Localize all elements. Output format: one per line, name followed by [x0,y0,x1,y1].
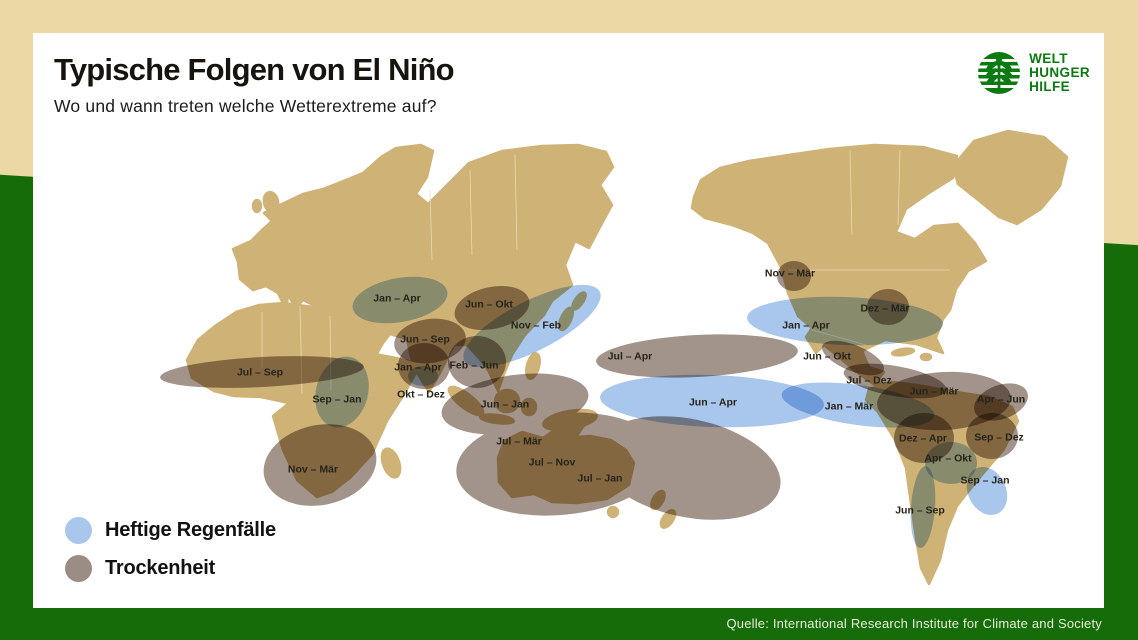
logo-wordmark: WELT HUNGER HILFE [1029,52,1090,94]
legend-row-rain: Heftige Regenfälle [65,517,276,544]
page-title: Typische Folgen von El Niño [54,52,455,87]
rain-legend-label: Heftige Regenfälle [105,519,276,541]
logo-text-line: HILFE [1029,79,1071,94]
wheat-glyph [986,54,1013,89]
drought-legend-swatch [65,555,92,582]
drought-legend-label: Trockenheit [105,557,216,579]
welthungerhilfe-logo: WELT HUNGER HILFE [977,51,1090,95]
rain-legend-swatch [65,517,92,544]
logo-text-line: HUNGER [1029,65,1090,80]
infographic-card: Typische Folgen von El Niño Wo und wann … [33,33,1104,608]
welthungerhilfe-logo-icon [978,52,1021,94]
legend-row-drought: Trockenheit [65,555,276,582]
page-subtitle: Wo und wann treten welche Wetterextreme … [54,96,437,116]
legend: Heftige Regenfälle Trockenheit [65,517,276,582]
logo-text-line: WELT [1029,51,1068,66]
source-attribution: Quelle: International Research Institute… [726,616,1102,631]
